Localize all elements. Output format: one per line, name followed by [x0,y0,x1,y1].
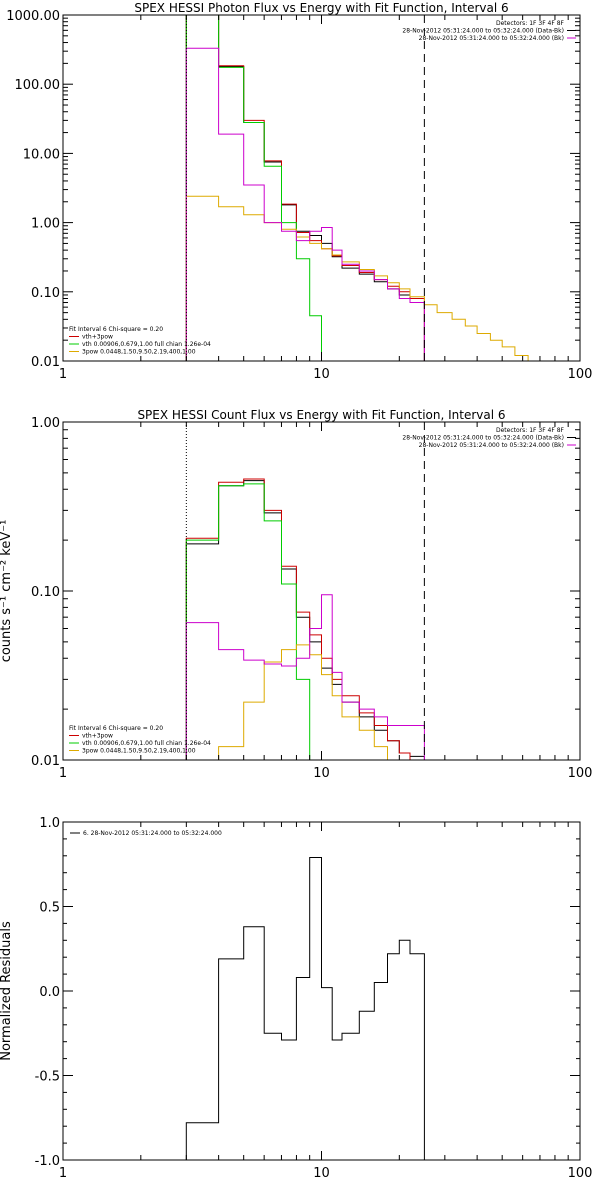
legend-entry: vth+3pow [82,733,113,740]
series-line-vth-3pow [185,478,411,760]
legend-bottom-left: Fit Interval 6 Chi-square = 0.20vth+3pow… [69,725,211,755]
chart-3: 1 10 100 -1.0 -0.5 0.0 0.5 1.0 Normalized Residu… [0,816,592,1181]
x-tick-label: 10 [313,1166,330,1181]
y-tick-label: 1000.00 [6,9,60,24]
legend-entry: 28-Nov-2012 05:31:24.000 to 05:32:24.000… [402,28,564,35]
series-line-3pow [218,644,400,760]
chart-title: SPEX HESSI Count Flux vs Energy with Fit… [137,408,505,422]
legend-entry: Fit Interval 6 Chi-square = 0.20 [69,725,163,732]
y-tick-label: -1.0 [35,1154,60,1169]
y-axis-label: Normalized Residuals [0,921,14,1061]
y-tick-label: 10.00 [23,147,60,162]
legend-entry: 28-Nov-2012 05:31:24.000 to 05:32:24.000… [419,35,564,42]
y-tick-label: 0.5 [39,901,60,916]
legend-entry: vth 0.00906,0.679,1.00 full chian 1.26e-… [82,740,211,747]
y-tick-label: 0.10 [31,286,60,301]
x-tick-label: 100 [568,367,593,382]
legend-entry: Detectors: 1F 3F 4F 8F [496,20,565,27]
legend-bottom-left: Fit Interval 6 Chi-square = 0.20vth+3pow… [69,326,211,356]
legend-entry: vth 0.00906,0.679,1.00 full chian 1.26e-… [82,341,211,348]
series-group [185,857,425,1160]
y-tick-label: 1.00 [31,217,60,232]
series-group [185,15,529,361]
y-tick-label: 0.10 [31,585,60,600]
series-line-bk [185,594,425,760]
series-line-1 [185,857,425,1160]
legend-entry: 6. 28-Nov-2012 05:31:24.000 to 05:32:24.… [83,830,222,837]
y-tick-label: 0.01 [31,355,60,370]
legend-entry: 3pow 0.0448,1.50,9.50,2.19,400,1.00 [82,748,196,755]
legend-entry: Fit Interval 6 Chi-square = 0.20 [69,326,163,333]
plot-frame [62,14,581,362]
series-group [185,478,425,760]
legend-entry: 28-Nov-2012 05:31:24.000 to 05:32:24.000… [419,442,564,449]
chart-1: SPEX HESSI Photon Flux vs Energy with Fi… [6,1,592,382]
chart-title: SPEX HESSI Photon Flux vs Energy with Fi… [134,1,508,15]
legend-entry: 3pow 0.0448,1.50,9.50,2.19,400,1.00 [82,349,196,356]
x-tick-label: 100 [568,766,593,781]
plot-frame [62,421,581,761]
y-tick-label: 0.0 [39,985,60,1000]
y-tick-label: 100.00 [15,78,61,93]
x-tick-label: 1 [59,766,67,781]
y-tick-label: 1.00 [31,416,60,431]
y-tick-label: -0.5 [35,1070,60,1085]
y-tick-label: 0.01 [31,754,60,769]
legend-entry: vth+3pow [82,334,113,341]
legend-top-left: 6. 28-Nov-2012 05:31:24.000 to 05:32:24.… [70,830,222,837]
series-line-3pow [185,195,529,361]
series-line-vth [185,483,311,760]
series-line-data-bk [185,480,425,760]
series-line-bk [185,47,425,361]
legend-entry: Detectors: 1F 3F 4F 8F [496,427,565,434]
y-tick-label: 1.0 [39,816,60,831]
x-tick-label: 100 [568,1166,593,1181]
series-line-vth [185,15,322,361]
legend-entry: 28-Nov-2012 05:31:24.000 to 05:32:24.000… [402,435,564,442]
chart-2: SPEX HESSI Count Flux vs Energy with Fit… [0,408,593,781]
x-tick-label: 10 [313,766,330,781]
x-tick-label: 10 [313,367,330,382]
x-tick-label: 1 [59,1166,67,1181]
x-tick-label: 1 [59,367,67,382]
y-axis-label: counts s⁻¹ cm⁻² keV⁻¹ [0,520,14,663]
